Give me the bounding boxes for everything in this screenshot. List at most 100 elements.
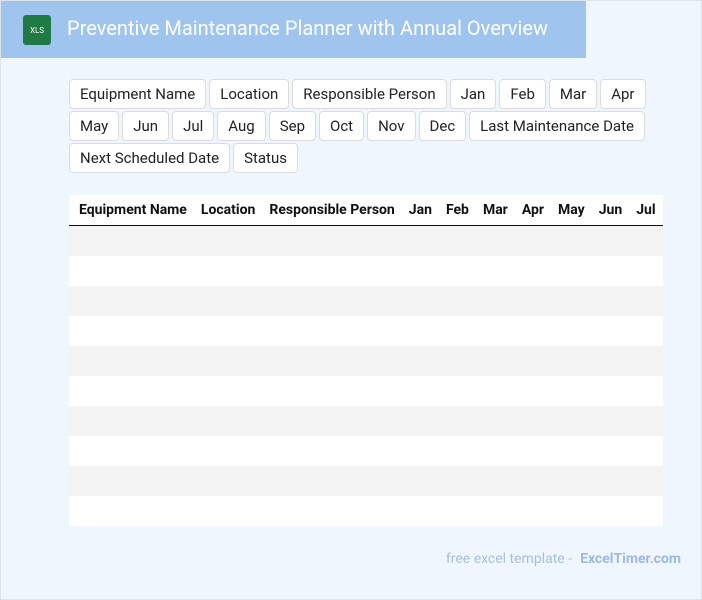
tag[interactable]: Location [209, 79, 290, 109]
table-cell [551, 315, 592, 346]
table-cell [401, 345, 439, 376]
table-cell [629, 345, 663, 376]
table-cell [475, 225, 515, 256]
table-cell [514, 465, 552, 496]
tag[interactable]: Feb [499, 79, 546, 109]
table-cell [69, 375, 194, 406]
table-row [69, 465, 663, 496]
table-cell [475, 375, 515, 406]
table-cell [591, 225, 630, 256]
tag[interactable]: Jun [122, 111, 170, 141]
column-header: Jan [401, 195, 439, 226]
table-cell [69, 225, 194, 256]
tag-list: Equipment Name Location Responsible Person… [69, 79, 695, 173]
table-cell [262, 495, 402, 526]
table-cell [401, 435, 439, 466]
table-cell [514, 315, 552, 346]
table-body [69, 225, 663, 526]
file-icon: XLS [19, 15, 51, 45]
table-cell [629, 225, 663, 256]
table-cell [475, 405, 515, 436]
column-header: Jun [591, 195, 630, 226]
table-cell [401, 225, 439, 256]
tag[interactable]: Last Maintenance Date [469, 111, 645, 141]
table-cell [69, 255, 194, 286]
table-cell [514, 285, 552, 316]
table-row [69, 405, 663, 436]
tag[interactable]: Mar [548, 79, 598, 109]
table-cell [514, 405, 552, 436]
tag[interactable]: Oct [319, 111, 365, 141]
table-cell [629, 285, 663, 316]
tag[interactable]: Responsible Person [292, 79, 447, 109]
table-cell [514, 375, 552, 406]
table-cell [514, 255, 552, 286]
table-cell [438, 465, 476, 496]
table-cell [262, 255, 402, 286]
column-header: Location [193, 195, 263, 226]
footer: free excel template - ExcelTimer.com [446, 551, 681, 567]
tag[interactable]: Next Scheduled Date [69, 143, 231, 173]
table-cell [262, 405, 402, 436]
table-container: Equipment Name Location Responsible Person… [69, 195, 679, 526]
table-cell [438, 315, 476, 346]
table-cell [629, 435, 663, 466]
table-cell [438, 375, 476, 406]
table-cell [438, 225, 476, 256]
column-header: Responsible Person [262, 195, 402, 226]
table-cell [591, 285, 630, 316]
tag[interactable]: Equipment Name [69, 79, 207, 109]
table-row [69, 255, 663, 286]
table-row [69, 285, 663, 316]
table-cell [591, 345, 630, 376]
tag[interactable]: Nov [367, 111, 416, 141]
tag[interactable]: Apr [600, 79, 646, 109]
table-cell [193, 465, 263, 496]
table-cell [475, 315, 515, 346]
table-cell [438, 495, 476, 526]
table-cell [591, 465, 630, 496]
table-cell [551, 345, 592, 376]
page-title: Preventive Maintenance Planner with Annu… [67, 16, 548, 40]
table-cell [551, 255, 592, 286]
table-row [69, 225, 663, 256]
table-cell [591, 435, 630, 466]
table-cell [438, 405, 476, 436]
table-cell [401, 255, 439, 286]
column-header: Jul [629, 195, 663, 226]
tag[interactable]: Jul [172, 111, 215, 141]
table-cell [262, 345, 402, 376]
table-cell [69, 435, 194, 466]
table-cell [629, 315, 663, 346]
tag[interactable]: Aug [217, 111, 266, 141]
tag[interactable]: Jan [449, 79, 497, 109]
table-cell [475, 435, 515, 466]
table-cell [475, 495, 515, 526]
table-cell [401, 285, 439, 316]
table-cell [591, 375, 630, 406]
tag[interactable]: Dec [418, 111, 467, 141]
table-cell [551, 465, 592, 496]
table-cell [551, 435, 592, 466]
table-cell [193, 285, 263, 316]
title-bar: XLS Preventive Maintenance Planner with … [1, 1, 586, 58]
table-cell [475, 285, 515, 316]
column-header: Mar [475, 195, 515, 226]
table-cell [551, 285, 592, 316]
tag[interactable]: Sep [268, 111, 316, 141]
table: Equipment Name Location Responsible Person… [69, 195, 663, 526]
column-header: Equipment Name [69, 195, 194, 226]
table-row [69, 495, 663, 526]
table-cell [69, 465, 194, 496]
table-cell [193, 255, 263, 286]
tag[interactable]: Status [233, 143, 298, 173]
table-cell [262, 375, 402, 406]
table-cell [551, 375, 592, 406]
tag[interactable]: May [69, 111, 120, 141]
footer-brand[interactable]: ExcelTimer.com [580, 551, 681, 567]
table-cell [401, 315, 439, 346]
table-cell [514, 345, 552, 376]
table-cell [629, 465, 663, 496]
table-cell [514, 225, 552, 256]
table-cell [69, 345, 194, 376]
